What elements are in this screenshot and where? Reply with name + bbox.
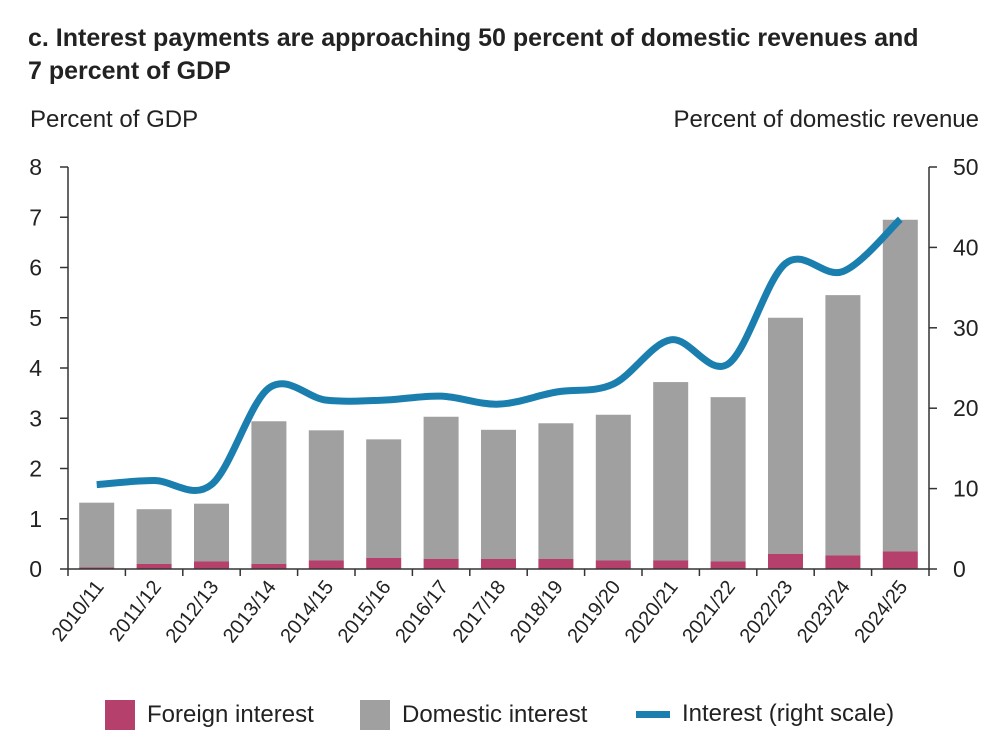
- chart-plot: 0 1 2 3 4 5 6 7 8 0 10 20 30 40 50 2010/112011/122012/1…: [29, 154, 979, 648]
- bar-domestic-2023-24: [825, 295, 861, 556]
- bar-foreign-2017-18: [481, 558, 516, 569]
- bar-foreign-2021-22: [710, 561, 746, 569]
- y-tick-label-left: 5: [29, 305, 42, 331]
- legend-item-foreign: Foreign interest: [105, 700, 314, 730]
- x-tick-label: 2024/25: [850, 577, 912, 648]
- x-tick-label: 2010/11: [48, 577, 109, 646]
- y-tick-label-left: 4: [29, 355, 42, 381]
- bar-domestic-2013-14: [251, 421, 287, 564]
- bar-foreign-2024-25: [882, 551, 918, 569]
- bar-foreign-2011-12: [136, 563, 172, 569]
- chart-title: c. Interest payments are approaching 50 …: [28, 24, 919, 85]
- x-tick-label: 2017/18: [449, 577, 511, 648]
- bar-domestic-2019-20: [595, 414, 631, 561]
- y-tick-label-right: 20: [953, 395, 979, 421]
- y-tick-label-left: 7: [29, 204, 42, 230]
- y-tick-label-right: 50: [953, 154, 979, 180]
- y-tick-label-right: 10: [953, 476, 979, 502]
- legend-swatch-interest: [636, 710, 670, 718]
- x-tick-label: 2022/23: [736, 577, 798, 648]
- bar-domestic-2014-15: [308, 430, 344, 561]
- chart-legend: Foreign interest Domestic interest Inter…: [0, 700, 1005, 740]
- y-tick-label-left: 6: [29, 255, 42, 281]
- bar-foreign-2014-15: [308, 560, 344, 569]
- x-tick-label: 2016/17: [391, 577, 453, 648]
- y-tick-label-right: 0: [953, 556, 966, 582]
- bar-domestic-2024-25: [882, 219, 918, 552]
- bar-domestic-2021-22: [710, 397, 746, 562]
- bar-domestic-2011-12: [136, 509, 172, 564]
- series-line-interest: [96, 216, 903, 494]
- y-tick-label-left: 2: [29, 456, 42, 482]
- x-tick-label: 2021/22: [678, 577, 740, 648]
- y-axis-title-right: Percent of domestic revenue: [673, 106, 980, 133]
- bar-domestic-2018-19: [538, 423, 574, 559]
- bar-domestic-2016-17: [423, 416, 459, 559]
- x-tick-label: 2018/19: [506, 577, 568, 648]
- bar-foreign-2020-21: [653, 560, 689, 569]
- bar-domestic-2022-23: [768, 317, 803, 554]
- legend-label-foreign: Foreign interest: [147, 701, 314, 728]
- x-tick-label: 2015/16: [334, 577, 396, 648]
- y-tick-label-right: 30: [953, 315, 979, 341]
- bar-foreign-2023-24: [825, 555, 861, 569]
- bar-foreign-2010-11: [79, 567, 115, 569]
- bar-domestic-2017-18: [481, 429, 516, 559]
- bar-foreign-2019-20: [595, 560, 631, 569]
- x-tick-label: 2013/14: [219, 577, 281, 648]
- x-tick-label: 2011/12: [105, 577, 166, 646]
- x-tick-label: 2023/24: [793, 577, 855, 648]
- legend-item-interest: Interest (right scale): [636, 700, 894, 728]
- y-tick-label-left: 0: [29, 556, 42, 582]
- legend-swatch-foreign: [105, 700, 135, 730]
- bar-foreign-2016-17: [423, 558, 459, 569]
- y-tick-label-right: 40: [953, 234, 979, 260]
- y-axis-title-left: Percent of GDP: [30, 106, 199, 133]
- x-tick-label: 2014/15: [276, 577, 338, 648]
- bar-foreign-2018-19: [538, 558, 574, 569]
- bar-domestic-2020-21: [653, 382, 689, 561]
- x-tick-label: 2019/20: [563, 577, 625, 648]
- legend-swatch-domestic: [360, 700, 390, 730]
- bar-domestic-2015-16: [366, 439, 402, 558]
- bar-foreign-2013-14: [251, 563, 287, 569]
- y-tick-label-left: 8: [29, 154, 42, 180]
- y-tick-label-left: 1: [29, 506, 42, 532]
- y-tick-label-left: 3: [29, 405, 42, 431]
- bar-domestic-2012-13: [194, 503, 229, 562]
- bar-foreign-2015-16: [366, 557, 402, 569]
- x-tick-label: 2012/13: [162, 577, 224, 648]
- legend-label-domestic: Domestic interest: [402, 701, 588, 728]
- legend-label-interest: Interest (right scale): [682, 700, 895, 727]
- legend-item-domestic: Domestic interest: [360, 700, 587, 730]
- bar-foreign-2022-23: [768, 553, 803, 569]
- x-tick-label: 2020/21: [621, 577, 683, 648]
- bar-domestic-2010-11: [79, 502, 115, 568]
- bar-foreign-2012-13: [194, 561, 229, 569]
